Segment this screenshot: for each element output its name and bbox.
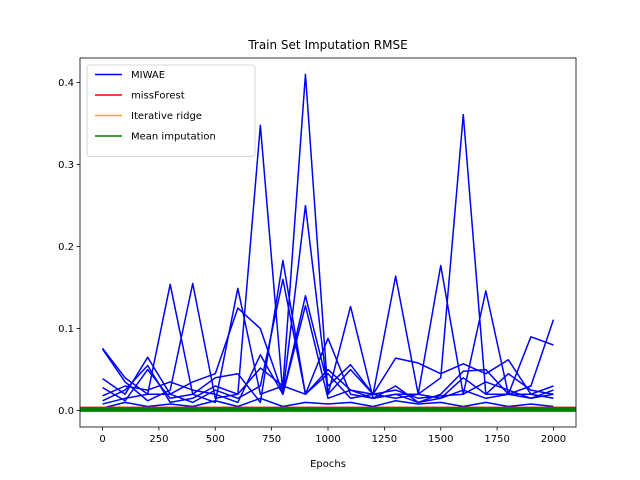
- y-tick-label: 0.4: [58, 78, 74, 89]
- series-line-miwae-1: [101, 113, 555, 402]
- x-axis: 0 250 500 750 1000 1250 1500 1750 2000: [99, 427, 566, 445]
- series-line-miwae-5: [102, 364, 554, 404]
- x-tick-label: 1000: [315, 434, 340, 445]
- x-tick-label: 1250: [372, 434, 397, 445]
- x-tick-label: 250: [149, 434, 168, 445]
- legend-label-iterative-ridge: Iterative ridge: [131, 111, 202, 122]
- x-tick-label: 1500: [428, 434, 453, 445]
- legend-label-miwae: MIWAE: [131, 70, 165, 81]
- x-tick-label: 2000: [541, 434, 566, 445]
- y-tick-label: 0.1: [58, 324, 74, 335]
- plot-area: [80, 73, 576, 412]
- series-line-miwae-6: [102, 278, 554, 405]
- y-tick-label: 0.3: [58, 160, 74, 171]
- x-tick-label: 500: [206, 434, 225, 445]
- legend-box: [86, 64, 256, 157]
- x-tick-label: 1750: [484, 434, 509, 445]
- y-axis: 0.0 0.1 0.2 0.3 0.4: [58, 78, 80, 417]
- series-line-miwae-4: [102, 304, 554, 404]
- chart-title: Train Set Imputation RMSE: [247, 38, 407, 52]
- x-axis-title: Epochs: [310, 459, 346, 470]
- x-tick-label: 0: [99, 434, 105, 445]
- x-tick-label: 750: [262, 434, 281, 445]
- series-line-miwae-7: [102, 397, 554, 409]
- y-tick-label: 0.2: [58, 242, 74, 253]
- y-tick-label: 0.0: [58, 406, 74, 417]
- legend: MIWAE missForest Iterative ridge Mean imput…: [86, 64, 256, 157]
- legend-label-mean-imputation: Mean imputation: [131, 132, 216, 143]
- legend-label-missforest: missForest: [131, 91, 185, 102]
